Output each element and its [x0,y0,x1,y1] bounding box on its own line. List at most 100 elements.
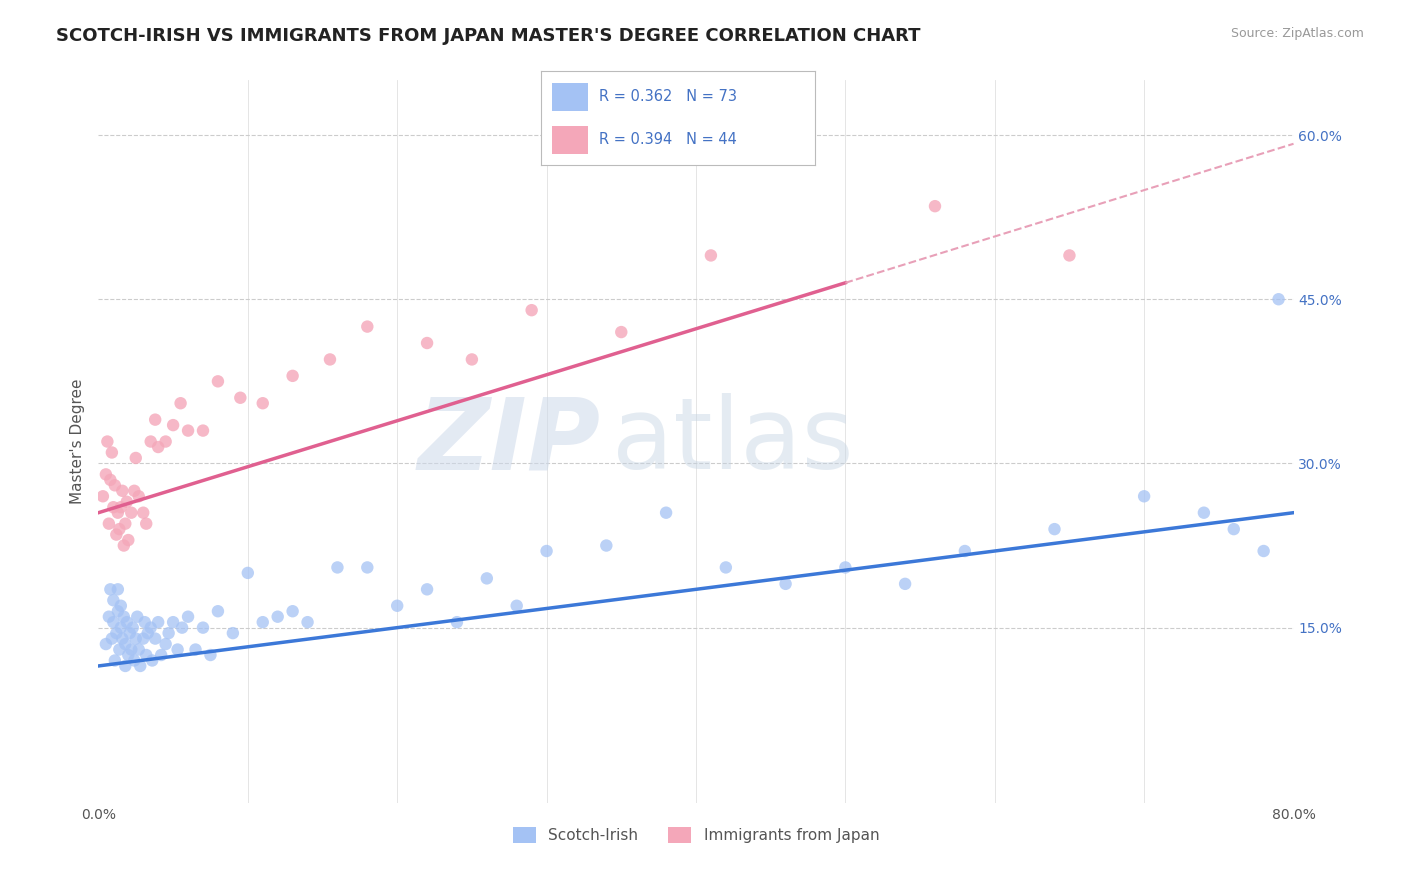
Point [1059,248,1081,262]
Point [700,248,723,262]
Legend: Scotch-Irish, Immigrants from Japan: Scotch-Irish, Immigrants from Japan [506,822,886,849]
Text: Source: ZipAtlas.com: Source: ZipAtlas.com [1230,27,1364,40]
Point [924,199,946,213]
Point [121,621,143,635]
Point [107,604,129,618]
Point [150,648,173,662]
Point [141,653,163,667]
Text: atlas: atlas [613,393,853,490]
Text: R = 0.394   N = 44: R = 0.394 N = 44 [599,132,737,147]
Point [120,642,142,657]
Point [155,637,177,651]
Point [200,648,222,662]
Point [172,621,194,635]
Point [356,319,378,334]
Point [118,626,141,640]
Point [112,539,135,553]
Point [127,609,149,624]
Point [94,637,117,651]
Point [169,396,191,410]
Point [110,500,132,515]
Point [222,626,245,640]
Point [104,478,127,492]
Point [184,642,207,657]
Point [655,506,678,520]
Point [252,615,274,630]
Point [446,615,468,630]
Point [1192,506,1215,520]
Point [162,615,184,630]
Text: SCOTCH-IRISH VS IMMIGRANTS FROM JAPAN MASTER'S DEGREE CORRELATION CHART: SCOTCH-IRISH VS IMMIGRANTS FROM JAPAN MA… [56,27,921,45]
FancyBboxPatch shape [553,126,588,153]
Point [132,632,155,646]
Point [319,352,342,367]
Point [610,325,633,339]
Point [155,434,177,449]
Point [207,604,229,618]
Point [281,368,304,383]
Point [207,374,229,388]
Point [107,506,129,520]
Point [595,539,617,553]
Point [139,621,162,635]
Point [111,483,134,498]
Point [1267,292,1289,306]
Point [191,621,214,635]
Point [91,489,114,503]
Point [157,626,180,640]
Point [114,637,136,651]
Y-axis label: Master's Degree: Master's Degree [69,379,84,504]
Point [229,391,252,405]
Point [894,577,917,591]
Point [104,653,127,667]
Point [506,599,529,613]
Point [94,467,117,482]
Point [536,544,558,558]
Point [1223,522,1246,536]
Point [135,516,157,531]
Point [103,615,125,630]
Point [128,489,150,503]
Point [714,560,737,574]
Point [128,642,150,657]
Point [117,533,139,547]
Point [97,516,120,531]
Point [101,632,124,646]
Point [162,418,184,433]
Point [326,560,349,574]
Point [416,336,439,351]
Point [108,522,131,536]
Point [385,599,409,613]
Point [177,424,200,438]
Point [148,440,170,454]
Point [105,626,128,640]
Point [143,412,166,426]
Point [775,577,797,591]
Point [103,500,125,515]
Point [1043,522,1066,536]
Point [114,516,136,531]
Point [166,642,188,657]
Point [252,396,274,410]
Point [107,582,129,597]
Point [108,642,131,657]
Point [105,527,128,541]
Point [148,615,170,630]
Point [139,434,162,449]
Point [124,483,146,498]
Point [110,621,132,635]
Point [98,582,122,597]
Point [191,424,214,438]
Point [125,450,148,465]
Text: R = 0.362   N = 73: R = 0.362 N = 73 [599,89,737,104]
Point [1253,544,1275,558]
Point [101,445,124,459]
Point [136,626,159,640]
Point [134,615,156,630]
Point [177,609,200,624]
Point [1133,489,1156,503]
FancyBboxPatch shape [553,83,588,111]
Point [281,604,304,618]
Point [416,582,439,597]
Point [132,506,155,520]
